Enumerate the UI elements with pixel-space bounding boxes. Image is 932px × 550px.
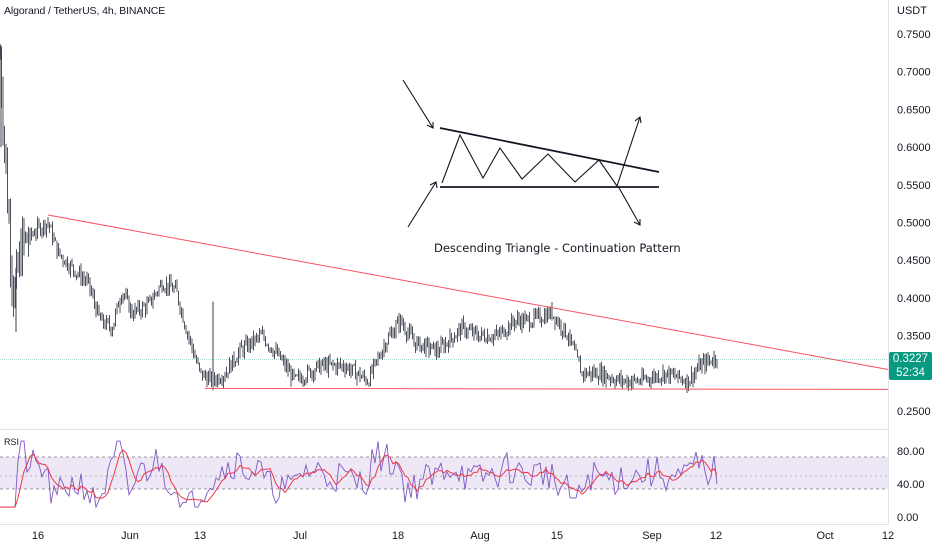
price-tick-label: 0.7500 (897, 29, 931, 41)
pattern-illustration[interactable] (402, 79, 660, 228)
price-tick-label: 0.5500 (897, 180, 931, 192)
arrow-into-support (407, 181, 437, 228)
time-tick-label: Oct (816, 530, 833, 542)
arrowhead-right-icon (426, 122, 434, 129)
illustration-price-path (441, 116, 641, 188)
arrow-into-resistance (402, 79, 434, 129)
price-tick-label: 0.6500 (897, 104, 931, 116)
time-tick-label: 16 (32, 530, 44, 542)
price-axis[interactable]: 0.7500 0.7000 0.6500 0.6000 0.5500 0.5000 0.45… (897, 29, 931, 418)
time-tick-label: 18 (392, 530, 404, 542)
price-tick-label: 0.3500 (897, 331, 931, 343)
time-tick-label: Sep (642, 530, 662, 542)
price-tick-label: 0.6000 (897, 142, 931, 154)
time-tick-label: Aug (470, 530, 490, 542)
price-tick-label: 0.2500 (897, 406, 931, 418)
arrowhead-down-icon (633, 219, 641, 226)
illustration-resistance-line (439, 127, 660, 173)
pattern-annotation-text[interactable]: Descending Triangle - Continuation Patte… (434, 241, 681, 255)
rsi-tick-label: 80.00 (897, 446, 925, 458)
time-tick-label: 12 (882, 530, 894, 542)
last-price-badge: 0.3227 (889, 352, 932, 366)
price-tick-label: 0.5000 (897, 218, 931, 230)
time-tick-label: 12 (710, 530, 722, 542)
resistance-trendline[interactable] (47, 214, 889, 371)
time-tick-label: Jun (121, 530, 139, 542)
rsi-tick-label: 40.00 (897, 479, 925, 491)
rsi-axis[interactable]: 80.00 40.00 0.00 (897, 446, 925, 524)
time-tick-label: 15 (551, 530, 563, 542)
symbol-title[interactable]: Algorand / TetherUS, 4h, BINANCE (4, 5, 166, 17)
support-trendline[interactable] (204, 387, 889, 390)
price-tick-label: 0.4000 (897, 293, 931, 305)
currency-label: USDT (897, 5, 927, 17)
rsi-indicator-label[interactable]: RSI (4, 437, 20, 447)
rsi-line (0, 440, 718, 509)
time-tick-label: Jul (293, 530, 307, 542)
price-tick-label: 0.7000 (897, 67, 931, 79)
price-candles (0, 43, 718, 393)
time-tick-label: 13 (194, 530, 206, 542)
price-tick-label: 0.4500 (897, 255, 931, 267)
arrowhead-up-right-icon (429, 181, 438, 189)
rsi-tick-label: 0.00 (897, 512, 918, 524)
arrowhead-up-icon (634, 115, 642, 124)
rsi-ma-line (0, 449, 718, 508)
illustration-breakdown-arrow (617, 185, 641, 226)
bar-countdown-badge: 52:34 (889, 366, 932, 380)
time-axis[interactable]: 16 Jun 13 Jul 18 Aug 15 Sep 12 Oct 12 (32, 530, 894, 542)
